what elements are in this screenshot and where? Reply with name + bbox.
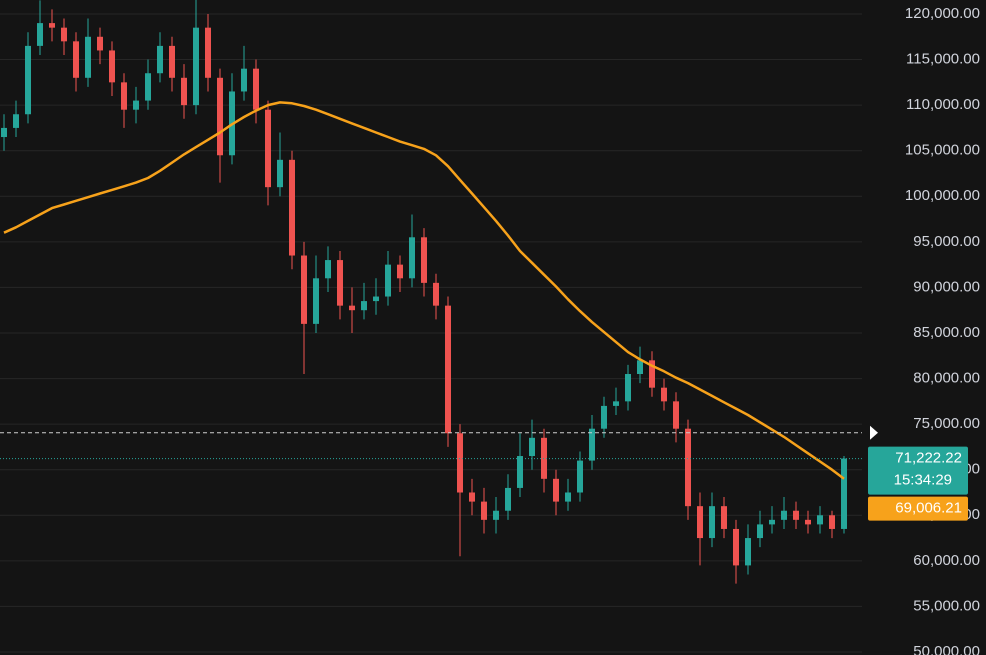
- y-tick-label: 120,000.00: [905, 5, 980, 22]
- candle-body: [13, 114, 19, 128]
- candle-body: [529, 437, 535, 457]
- candle-body: [337, 260, 343, 306]
- candle-body: [661, 387, 667, 402]
- candle-body: [505, 487, 511, 511]
- candle-body: [169, 45, 175, 78]
- candle-body: [517, 456, 523, 488]
- candle-body: [829, 515, 835, 529]
- y-tick-label: 110,000.00: [906, 96, 980, 113]
- candle-body: [37, 23, 43, 46]
- candle-body: [613, 401, 619, 406]
- y-tick-label: 105,000.00: [905, 142, 980, 159]
- candle-body: [733, 528, 739, 566]
- candle-body: [349, 305, 355, 311]
- candle-body: [97, 36, 103, 51]
- candle-body: [193, 27, 199, 106]
- candle-body: [421, 237, 427, 283]
- candle-body: [745, 538, 751, 566]
- candle-body: [793, 510, 799, 520]
- y-tick-label: 50,000.00: [913, 643, 980, 655]
- candle-body: [805, 519, 811, 525]
- candle-body: [433, 282, 439, 306]
- price-axis: 50,000.0055,000.0060,000.0065,000.0070,0…: [868, 5, 980, 655]
- last-price-box: [868, 446, 968, 495]
- candle-body: [481, 501, 487, 520]
- candle-body: [73, 41, 79, 78]
- candle-body: [1, 127, 7, 138]
- plot-area: [0, 0, 862, 584]
- candle-body: [757, 524, 763, 539]
- y-tick-label: 80,000.00: [913, 370, 980, 387]
- y-tick-label: 90,000.00: [913, 278, 980, 295]
- candle-body: [493, 510, 499, 520]
- candle-body: [205, 27, 211, 78]
- candle-body: [109, 50, 115, 83]
- candle-body: [397, 264, 403, 279]
- candle-body: [457, 433, 463, 493]
- candle-body: [25, 45, 31, 115]
- y-tick-label: 115,000.00: [906, 51, 980, 68]
- y-tick-label: 60,000.00: [913, 552, 980, 569]
- candle-body: [649, 360, 655, 388]
- candle-body: [685, 428, 691, 507]
- candle-body: [325, 260, 331, 279]
- candle-body: [469, 492, 475, 502]
- candle-body: [625, 374, 631, 402]
- candle-body: [241, 68, 247, 92]
- candle-body: [289, 159, 295, 256]
- candle-body: [181, 77, 187, 106]
- candle-body: [709, 506, 715, 539]
- candle-body: [409, 237, 415, 279]
- candle-body: [217, 77, 223, 156]
- ma-value-box: [868, 496, 968, 521]
- candle-body: [673, 401, 679, 429]
- candle-body: [301, 255, 307, 324]
- candle-body: [577, 460, 583, 493]
- y-tick-label: 75,000.00: [913, 415, 980, 432]
- candle-body: [601, 405, 607, 429]
- candle-body: [697, 506, 703, 539]
- grid: [0, 13, 862, 653]
- candle-body: [769, 519, 775, 525]
- countdown-label: 15:34:29: [894, 472, 952, 489]
- candle-body: [589, 428, 595, 461]
- candle-body: [145, 73, 151, 101]
- candle-body: [385, 264, 391, 297]
- candle-body: [265, 109, 271, 188]
- candle-body: [445, 305, 451, 434]
- ma-value-label: 69,006.21: [895, 500, 962, 517]
- candle-body: [721, 506, 727, 529]
- candle-body: [85, 36, 91, 78]
- candle-body: [49, 23, 55, 28]
- candle-body: [553, 478, 559, 502]
- candle-body: [61, 27, 67, 42]
- y-tick-label: 85,000.00: [913, 324, 980, 341]
- reference-marker: [870, 425, 878, 440]
- candle-body: [133, 100, 139, 110]
- candle-body: [361, 301, 367, 311]
- candle-body: [841, 458, 847, 529]
- candle-body: [637, 360, 643, 375]
- candle-body: [253, 68, 259, 110]
- candle-body: [541, 437, 547, 479]
- moving-average-line: [3, 101, 845, 480]
- candle-body: [373, 296, 379, 302]
- candle-body: [817, 515, 823, 525]
- candle-body: [121, 82, 127, 110]
- candle-body: [313, 278, 319, 324]
- y-tick-label: 55,000.00: [913, 597, 980, 614]
- y-tick-label: 100,000.00: [905, 187, 980, 204]
- candle-body: [565, 492, 571, 502]
- candle-body: [781, 510, 787, 520]
- y-tick-label: 95,000.00: [913, 233, 980, 250]
- candle-body: [157, 45, 163, 74]
- last-price-label: 71,222.22: [895, 450, 962, 467]
- candle-body: [277, 159, 283, 188]
